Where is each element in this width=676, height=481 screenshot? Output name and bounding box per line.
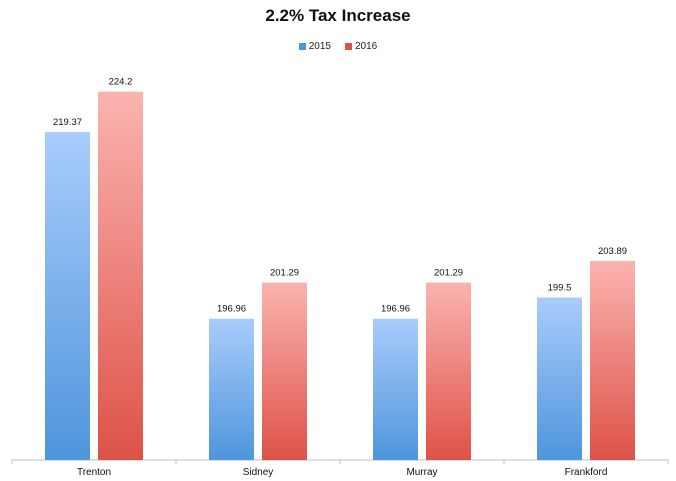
legend-label-2015: 2015 — [308, 41, 331, 52]
bar-trenton-2015 — [45, 131, 90, 460]
bar-trenton-2016 — [98, 91, 143, 461]
data-label-trenton-2015: 219.37 — [53, 117, 82, 128]
category-label-trenton: Trenton — [77, 467, 111, 478]
category-label-murray: Murray — [406, 467, 437, 478]
legend-item-2016: 2016 — [345, 41, 377, 52]
data-label-frankford-2015: 199.5 — [548, 283, 572, 294]
bar-sidney-2016 — [262, 282, 307, 460]
legend: 2015 2016 — [0, 41, 676, 52]
bar-sidney-2015 — [209, 318, 254, 460]
legend-swatch-2016 — [345, 43, 352, 50]
legend-swatch-2015 — [298, 43, 306, 50]
bar-frankford-2015 — [537, 297, 582, 460]
data-label-sidney-2016: 201.29 — [270, 268, 299, 279]
data-label-sidney-2015: 196.96 — [217, 304, 246, 315]
data-label-murray-2016: 201.29 — [434, 268, 463, 279]
bar-murray-2016 — [426, 282, 471, 460]
legend-label-2016: 2016 — [355, 41, 378, 52]
category-label-frankford: Frankford — [565, 467, 608, 478]
data-label-trenton-2016: 224.2 — [109, 77, 133, 88]
data-label-frankford-2016: 203.89 — [598, 246, 627, 257]
legend-item-2015: 2015 — [298, 41, 331, 52]
category-label-sidney: Sidney — [243, 467, 274, 478]
bar-frankford-2016 — [590, 260, 635, 460]
bar-murray-2015 — [373, 318, 418, 460]
data-label-murray-2015: 196.96 — [381, 304, 410, 315]
chart-title: 2.2% Tax Increase — [265, 6, 411, 25]
